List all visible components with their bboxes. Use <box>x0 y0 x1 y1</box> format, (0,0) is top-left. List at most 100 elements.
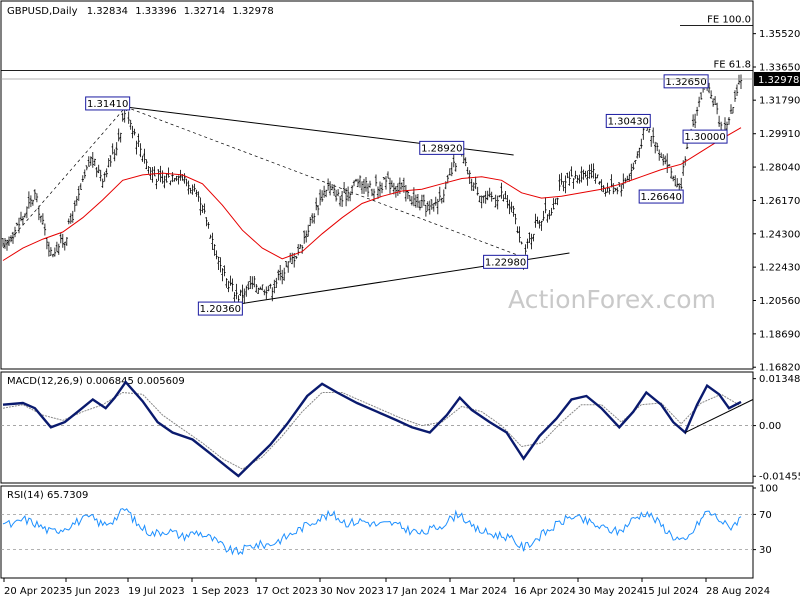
ohlc-bar <box>691 114 695 127</box>
ohlc-bar <box>648 128 651 133</box>
ohlc-bar <box>99 169 102 182</box>
ohlc-bar <box>163 175 166 189</box>
ohlc-bar <box>27 191 31 209</box>
ohlc-bar <box>715 102 719 115</box>
price-tick-label: 1.28040 <box>759 163 800 174</box>
ohlc-bar <box>277 269 280 281</box>
ohlc-bar <box>143 148 146 164</box>
ohlc-bar <box>358 175 362 188</box>
ohlc-bar <box>336 189 340 197</box>
ohlc-bar <box>468 170 471 184</box>
price-tick-label: 1.31790 <box>759 96 800 107</box>
ohlc-bar <box>386 171 390 179</box>
ohlc-bar <box>524 244 527 255</box>
ohlc-bar <box>636 151 639 159</box>
ohlc-bar <box>556 197 559 206</box>
ohlc-bar <box>436 198 439 215</box>
ohlc-bar <box>227 280 230 293</box>
ohlc-bar <box>695 106 699 116</box>
ohlc-bar <box>442 189 445 203</box>
ohlc-bar <box>592 163 595 179</box>
ohlc-bar <box>348 192 352 202</box>
ohlc-bar <box>526 238 529 249</box>
ohlc-bar <box>115 142 118 156</box>
level-label: 1.26640 <box>640 192 681 203</box>
ohlc-bar <box>448 168 451 176</box>
rsi-panel <box>0 485 754 579</box>
ohlc-bar <box>35 193 39 203</box>
ohlc-bar <box>733 90 737 102</box>
ohlc-bar <box>632 162 635 170</box>
ohlc-bar <box>588 164 591 179</box>
ohlc-bar <box>697 96 701 108</box>
ohlc-bar <box>512 205 515 217</box>
time-tick-label: 17 Oct 2023 <box>256 586 318 597</box>
macd-axis: 0.013489 0.00 -0.014554 <box>753 374 800 483</box>
ohlc-bar <box>390 180 394 188</box>
ohlc-bar <box>81 175 84 182</box>
ohlc-bar <box>185 178 188 187</box>
ohlc-bar <box>546 214 549 223</box>
ohlc-bar <box>73 200 76 212</box>
ohlc-bar <box>303 230 306 244</box>
ohlc-bar <box>634 160 637 165</box>
level-labels: 1.31410 1.20360 1.28920 1.22980 1.30430 1.266… <box>85 74 728 316</box>
ohlc-bar <box>261 284 264 291</box>
macd-trendline <box>684 399 754 433</box>
ohlc-bar <box>71 210 74 223</box>
ohlc-bar <box>141 155 144 162</box>
ohlc-bar <box>205 217 208 227</box>
current-price-box <box>754 71 800 86</box>
ohlc-bar <box>532 233 535 242</box>
ohlc-bar <box>33 189 37 200</box>
ohlc-bar <box>596 174 599 179</box>
ohlc-bar <box>13 226 17 238</box>
ohlc-bar <box>664 155 667 165</box>
ohlc-bar <box>558 174 561 191</box>
current-price-label: 1.32978 <box>758 75 799 86</box>
ohlc-bar <box>283 267 286 281</box>
ohlc-bar <box>729 104 733 114</box>
ohlc-bar <box>360 181 364 194</box>
ohlc-bar <box>598 181 601 185</box>
ohlc-bar <box>464 157 467 167</box>
ohlc-bar <box>478 195 481 203</box>
macd-tick-label: -0.014554 <box>759 472 800 483</box>
ohlc-bar <box>662 154 665 166</box>
ohlc-bar <box>119 132 122 143</box>
ohlc-bar <box>668 164 671 167</box>
time-tick-label: 15 Jul 2024 <box>642 586 699 597</box>
ohlc-bar <box>707 82 711 94</box>
ohlc-bar <box>31 199 35 206</box>
ohlc-bar <box>316 205 320 216</box>
ohlc-bar <box>416 194 420 208</box>
level-label-box <box>605 113 651 128</box>
ohlc-bar <box>516 226 519 234</box>
time-tick-label: 28 Aug 2024 <box>706 586 770 597</box>
macd-panel <box>0 371 754 484</box>
ohlc-bar <box>454 163 457 172</box>
price-tick-label: 1.24300 <box>759 229 800 240</box>
ohlc-bar <box>107 158 110 168</box>
ohlc-bar <box>672 175 675 182</box>
ohlc-bar <box>231 278 234 292</box>
ohlc-bar <box>275 277 278 288</box>
ohlc-bar <box>293 253 296 268</box>
dashed-trendline <box>2 106 126 249</box>
ohlc-bar <box>430 199 433 210</box>
ohlc-bar <box>41 213 45 225</box>
ohlc-bar <box>538 220 541 229</box>
moving-average-line <box>2 127 742 261</box>
fib-label: FE 61.8 <box>713 60 751 71</box>
ohlc-bar <box>376 186 380 199</box>
ohlc-bar <box>1 238 5 247</box>
ohlc-bar <box>153 166 156 177</box>
ohlc-bar <box>554 198 557 205</box>
ohlc-bar <box>368 180 372 188</box>
ohlc-bar <box>225 278 228 288</box>
price-tick-label: 1.22430 <box>759 263 800 274</box>
fib-label: FE 100.0 <box>707 14 751 25</box>
ohlc-bar <box>568 171 571 186</box>
rsi-line <box>2 508 742 556</box>
ohlc-bar <box>223 265 226 277</box>
